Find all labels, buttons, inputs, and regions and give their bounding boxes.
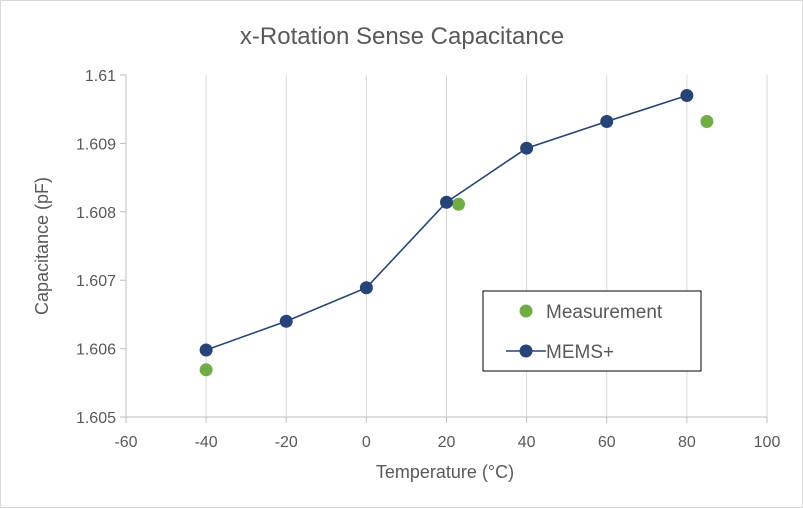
data-point-mems [520, 141, 534, 155]
x-tick-label: -40 [195, 434, 218, 451]
x-tick-label: -20 [275, 434, 298, 451]
series-layer [199, 89, 714, 377]
data-point-mems [600, 115, 614, 129]
data-point-mems [359, 281, 373, 295]
legend: Measurement MEMS+ [482, 290, 702, 372]
y-tick-label: 1.61 [85, 68, 116, 85]
x-tick-label: 100 [754, 434, 781, 451]
data-point-mems [199, 343, 213, 357]
x-tick-label: 20 [438, 434, 456, 451]
y-tick-label: 1.609 [76, 136, 116, 153]
legend-marker-measurement [519, 304, 533, 318]
data-point-mems [440, 195, 453, 209]
legend-marker-mems [519, 344, 533, 358]
data-point-measurement [452, 197, 466, 211]
x-tick-label: 40 [518, 434, 536, 451]
series-measurement [199, 115, 714, 377]
x-tick-label: 0 [362, 434, 371, 451]
legend-label-measurement: Measurement [546, 302, 663, 323]
x-tick-label: -60 [114, 434, 137, 451]
y-axis-title: Capacitance (pF) [32, 177, 52, 315]
data-point-measurement [700, 115, 714, 129]
y-tick-label: 1.606 [76, 342, 116, 359]
y-tick-label: 1.605 [76, 410, 116, 427]
x-tick-label: 60 [598, 434, 616, 451]
axes: 1.605 1.606 1.607 1.608 1.609 1.61 -60 -40 -20 0 2… [76, 68, 780, 451]
series-mems [199, 89, 694, 357]
x-tick-label: 80 [678, 434, 696, 451]
y-tick-label: 1.608 [76, 205, 116, 222]
data-point-mems [279, 314, 293, 328]
data-point-measurement [199, 363, 213, 377]
chart-title: x-Rotation Sense Capacitance [240, 23, 564, 50]
x-axis-title: Temperature (°C) [376, 462, 514, 482]
legend-label-mems: MEMS+ [546, 342, 614, 363]
y-tick-label: 1.607 [76, 273, 116, 290]
data-point-mems [680, 89, 694, 103]
legend-box [482, 290, 702, 372]
grid [205, 75, 768, 417]
